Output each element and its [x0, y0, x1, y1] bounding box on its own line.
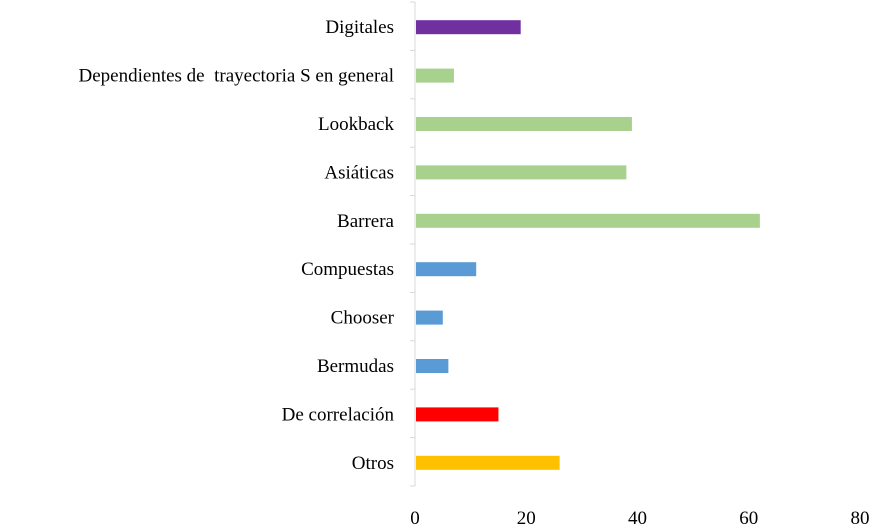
x-tick-label: 40: [628, 508, 647, 529]
bar-10: [416, 455, 560, 470]
category-label: Lookback: [318, 114, 394, 135]
category-label: Digitales: [325, 17, 394, 38]
category-label: Barrera: [337, 211, 395, 232]
bar-1: [416, 20, 521, 35]
bar-9: [416, 407, 499, 422]
x-tick-label: 60: [739, 508, 758, 529]
bar-2: [416, 68, 454, 83]
x-tick-label: 20: [517, 508, 536, 529]
bar-8: [416, 359, 449, 373]
bar-5: [416, 213, 760, 228]
category-label: De correlación: [282, 404, 395, 425]
category-label: Dependientes de trayectoria S en general: [79, 66, 394, 87]
bars-layer: [416, 20, 760, 470]
category-label: Asiáticas: [324, 162, 394, 183]
category-label: Otros: [352, 453, 394, 474]
category-labels: Digitales Dependientes de trayectoria S e…: [79, 17, 395, 474]
category-label: Bermudas: [317, 356, 394, 377]
axis-layer: [410, 1, 416, 487]
category-label: Compuestas: [301, 259, 394, 280]
bar-3: [416, 117, 632, 131]
category-label: Chooser: [331, 308, 395, 329]
tick-labels: 0 20 40 60 80: [410, 508, 869, 529]
bar-4: [416, 165, 627, 180]
bar-6: [416, 262, 477, 277]
x-tick-label: 80: [851, 508, 870, 529]
x-tick-label: 0: [410, 508, 420, 529]
bar-7: [416, 310, 443, 325]
